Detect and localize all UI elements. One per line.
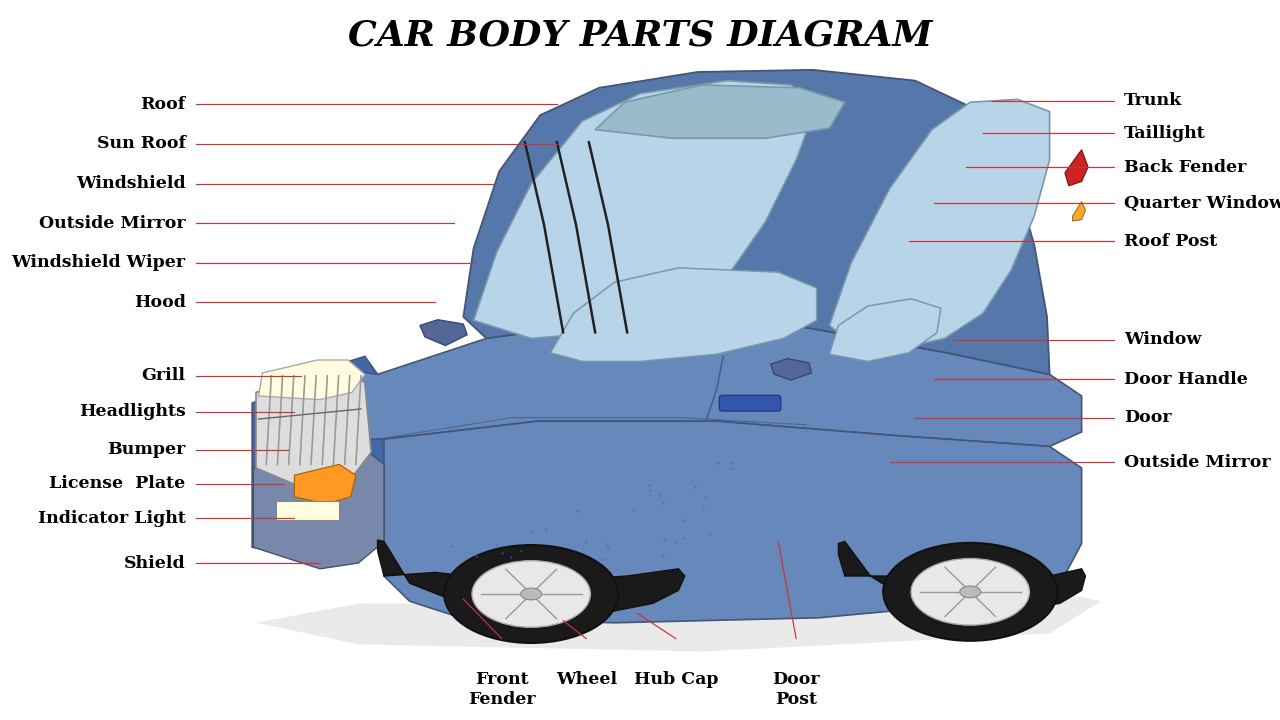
Text: Wheel: Wheel xyxy=(556,671,617,688)
Text: Taillight: Taillight xyxy=(1124,125,1206,142)
Polygon shape xyxy=(829,299,941,361)
Polygon shape xyxy=(256,369,371,490)
Polygon shape xyxy=(771,359,812,380)
Text: Outside Mirror: Outside Mirror xyxy=(1124,454,1271,471)
Text: Window: Window xyxy=(1124,331,1201,348)
Text: Windshield Wiper: Windshield Wiper xyxy=(12,254,186,271)
Text: Bumper: Bumper xyxy=(108,441,186,459)
Text: Door
Post: Door Post xyxy=(772,671,820,708)
Text: License  Plate: License Plate xyxy=(50,475,186,492)
Circle shape xyxy=(444,545,618,643)
Polygon shape xyxy=(838,541,1085,611)
Text: Door: Door xyxy=(1124,409,1171,426)
Polygon shape xyxy=(420,320,467,346)
Circle shape xyxy=(883,543,1057,641)
Text: Windshield: Windshield xyxy=(76,175,186,192)
Text: Hood: Hood xyxy=(133,294,186,311)
Text: Shield: Shield xyxy=(124,554,186,572)
Text: Quarter Window: Quarter Window xyxy=(1124,194,1280,212)
Text: Grill: Grill xyxy=(142,367,186,384)
Polygon shape xyxy=(474,81,817,338)
Circle shape xyxy=(521,588,541,600)
Polygon shape xyxy=(1065,150,1088,186)
Polygon shape xyxy=(595,85,845,138)
FancyBboxPatch shape xyxy=(719,395,781,411)
Polygon shape xyxy=(256,590,1101,652)
Circle shape xyxy=(911,559,1029,625)
Text: Hub Cap: Hub Cap xyxy=(634,671,718,688)
Text: Roof Post: Roof Post xyxy=(1124,233,1217,250)
Text: Door Handle: Door Handle xyxy=(1124,371,1248,388)
Polygon shape xyxy=(384,421,1082,623)
Polygon shape xyxy=(253,450,384,569)
Polygon shape xyxy=(550,268,817,361)
Text: Trunk: Trunk xyxy=(1124,92,1183,109)
Polygon shape xyxy=(1073,202,1085,221)
Polygon shape xyxy=(463,70,1050,374)
Text: Roof: Roof xyxy=(141,96,186,113)
Text: Indicator Light: Indicator Light xyxy=(37,510,186,527)
Polygon shape xyxy=(259,360,365,400)
Text: Front
Fender: Front Fender xyxy=(468,671,535,708)
Circle shape xyxy=(960,586,980,598)
Text: Sun Roof: Sun Roof xyxy=(96,135,186,153)
Text: Outside Mirror: Outside Mirror xyxy=(38,215,186,232)
Polygon shape xyxy=(829,99,1050,349)
Polygon shape xyxy=(330,317,1082,446)
Text: CAR BODY PARTS DIAGRAM: CAR BODY PARTS DIAGRAM xyxy=(348,18,932,52)
Text: Headlights: Headlights xyxy=(79,403,186,420)
Text: Back Fender: Back Fender xyxy=(1124,158,1247,176)
FancyBboxPatch shape xyxy=(276,501,339,520)
Circle shape xyxy=(472,561,590,627)
Polygon shape xyxy=(294,464,356,504)
Polygon shape xyxy=(378,540,685,613)
Polygon shape xyxy=(252,356,384,562)
